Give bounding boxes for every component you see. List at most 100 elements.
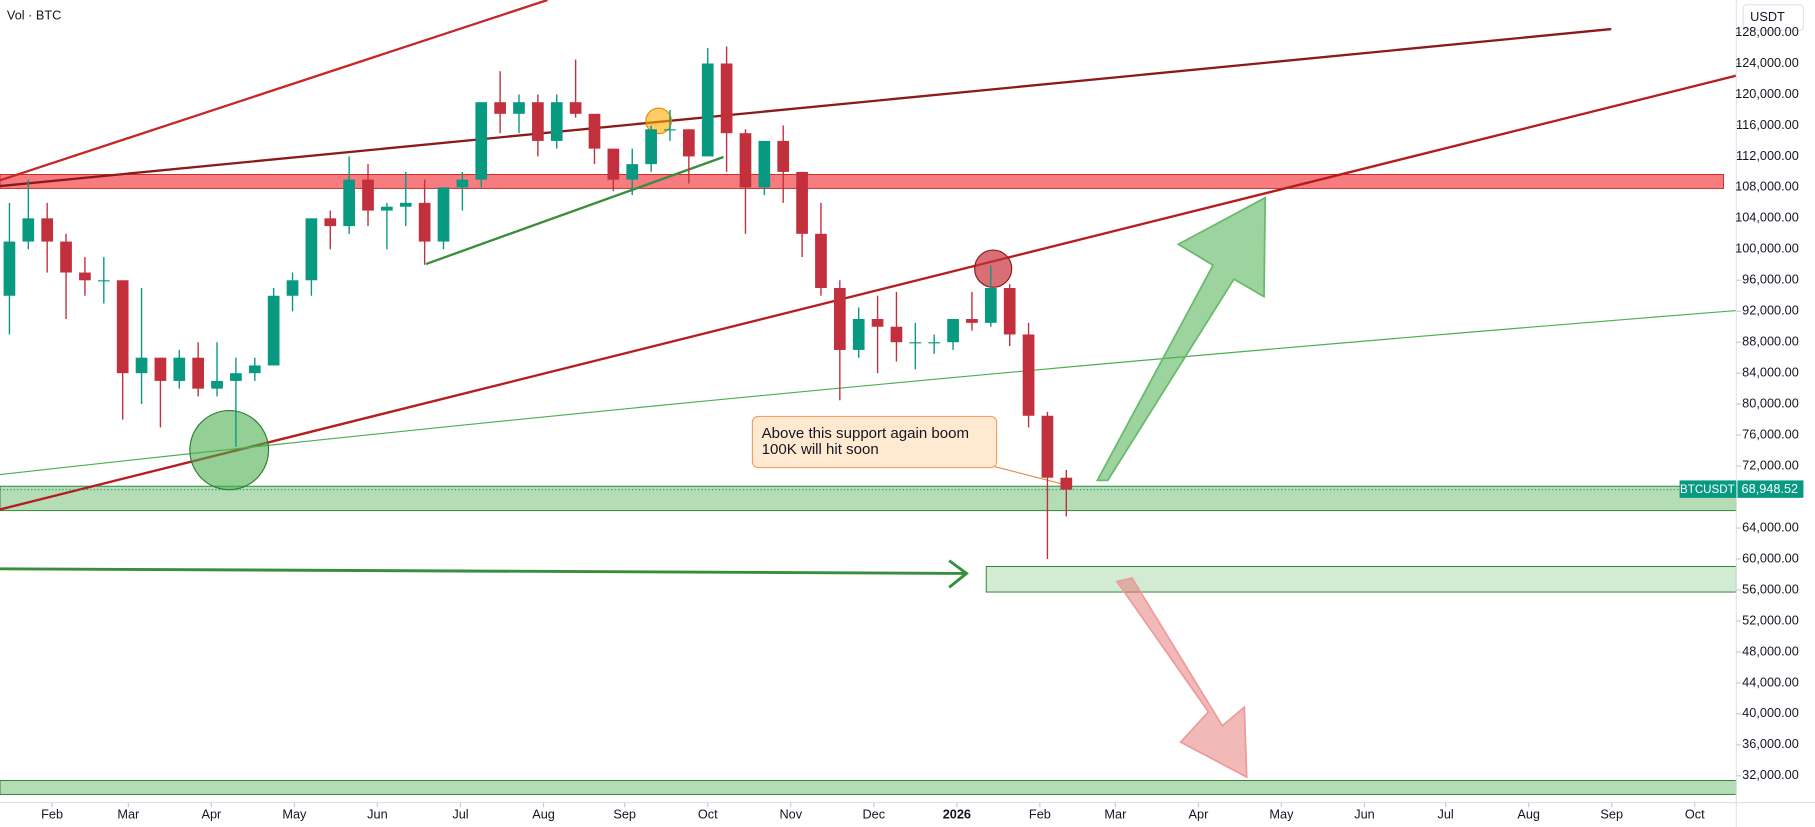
y-tick-label: 84,000.00 (1742, 365, 1799, 380)
candle-body (1022, 334, 1035, 416)
candle-body (852, 318, 865, 350)
x-tick-label: Apr (1189, 807, 1210, 822)
arrow-line (0, 567, 965, 575)
x-tick-label: Feb (41, 807, 63, 822)
y-tick-label: 76,000.00 (1742, 426, 1799, 441)
candle-body (513, 102, 525, 114)
resistance-zone (0, 174, 1725, 189)
x-tick-label: May (1269, 807, 1294, 822)
x-tick-label: Apr (201, 807, 222, 822)
x-tick-label: Sep (1600, 807, 1623, 822)
symbol-tag (1679, 480, 1737, 498)
highlight-circle (974, 249, 1013, 288)
drawings (0, 0, 1737, 795)
x-tick-label: Feb (1029, 807, 1051, 822)
x-tick-label: Aug (1517, 807, 1540, 822)
candle-body (569, 102, 582, 114)
candle-body (607, 148, 620, 180)
y-tick-label: 124,000.00 (1735, 55, 1799, 70)
candle-body (418, 202, 431, 242)
currency-label[interactable]: USDT (1750, 9, 1785, 24)
candle-body (192, 357, 205, 389)
candle-body (343, 179, 355, 227)
candle-body (41, 218, 54, 242)
y-tick-label: 112,000.00 (1736, 148, 1799, 163)
y-tick-label: 48,000.00 (1742, 643, 1799, 658)
candle-body (777, 140, 790, 172)
candle-body (739, 133, 752, 188)
y-tick-label: 60,000.00 (1742, 550, 1799, 565)
candle-body (305, 218, 318, 281)
y-tick-label: 128,000.00 (1735, 24, 1799, 39)
candle-body (22, 218, 35, 242)
trend-line (0, 74, 1737, 511)
candle-body (230, 373, 242, 381)
candle-body (645, 129, 657, 165)
candle-body (1003, 288, 1016, 335)
callout-text: 100K will hit soon (762, 441, 879, 458)
candle-body (815, 233, 827, 289)
x-tick-label: Dec (862, 807, 885, 822)
x-tick-label: Jul (452, 807, 468, 822)
candle-body (1060, 477, 1073, 490)
x-tick-label: Oct (698, 807, 718, 822)
candle-body (286, 280, 299, 296)
legend-text: Vol · BTC (7, 8, 61, 23)
price-tag-text: 68,948.52 (1742, 481, 1799, 496)
candle-body (890, 326, 903, 343)
y-tick-label: 44,000.00 (1742, 674, 1799, 689)
candle-body (60, 241, 72, 273)
y-tick-label: 36,000.00 (1742, 736, 1799, 751)
y-tick-label: 80,000.00 (1742, 396, 1799, 411)
candle-body (947, 318, 959, 343)
candle-body (475, 102, 488, 180)
y-tick-label: 52,000.00 (1742, 612, 1799, 627)
y-tick-label: 104,000.00 (1735, 210, 1799, 225)
candle-body (494, 102, 506, 114)
candle-body (116, 280, 129, 374)
currency-button[interactable] (1742, 4, 1805, 31)
x-tick-label: Jul (1438, 807, 1454, 822)
candle-body (248, 365, 261, 374)
candle-body (97, 280, 110, 282)
x-tick-label: Oct (1685, 807, 1705, 822)
x-tick-label: Sep (613, 807, 636, 822)
candle-body (588, 113, 601, 149)
y-tick-label: 108,000.00 (1735, 179, 1799, 194)
up-arrow (1095, 196, 1267, 482)
target-zone (985, 565, 1737, 593)
y-tick-label: 120,000.00 (1735, 86, 1799, 101)
y-tick-label: 72,000.00 (1742, 457, 1799, 472)
x-tick-label: Jun (1354, 807, 1375, 822)
x-tick-label: May (282, 807, 307, 822)
candle-body (966, 318, 978, 323)
highlight-circle (645, 107, 672, 135)
candle-body (928, 342, 941, 344)
candle-body (984, 288, 997, 323)
candle-body (909, 342, 922, 344)
highlight-circle (189, 410, 270, 491)
candle-body (154, 357, 167, 381)
y-tick-label: 40,000.00 (1742, 705, 1799, 720)
low-zone (0, 780, 1737, 795)
trend-line (425, 155, 724, 266)
candle-body (267, 295, 280, 366)
candle-body (173, 357, 186, 381)
candles (3, 46, 1073, 559)
candle-body (362, 179, 374, 211)
candle-body (550, 102, 563, 141)
candle-body (324, 218, 337, 227)
arrow-head (948, 559, 969, 589)
x-tick-label: Aug (532, 807, 555, 822)
price-tag (1737, 480, 1804, 498)
symbol-tag-text: BTCUSDT (1680, 483, 1735, 496)
x-tick-label: Nov (779, 807, 802, 822)
x-tick-label: Mar (1104, 807, 1127, 822)
candle-body (833, 288, 846, 350)
candle-body (701, 63, 714, 157)
candle-body (135, 357, 148, 374)
y-tick-label: 32,000.00 (1742, 767, 1799, 782)
